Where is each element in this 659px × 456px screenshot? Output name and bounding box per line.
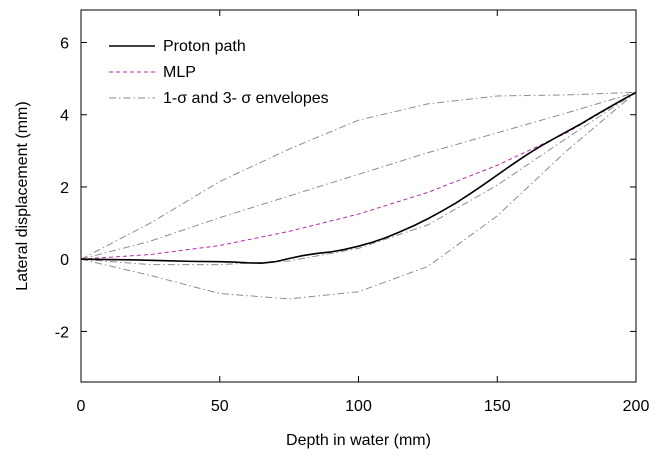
x-tick-label: 200 bbox=[623, 398, 650, 415]
y-tick-label: 2 bbox=[60, 180, 69, 197]
y-tick-label: 0 bbox=[60, 252, 69, 269]
series-layer bbox=[80, 91, 637, 300]
series-line-5 bbox=[80, 91, 637, 300]
x-tick-label: 0 bbox=[77, 398, 86, 415]
y-tick-label: -2 bbox=[55, 324, 69, 341]
axis-ticks: 0 50 100 150 200 -2 0 2 4 6 bbox=[55, 10, 650, 415]
series-line-0 bbox=[80, 91, 637, 264]
y-axis-title: Lateral displacement (mm) bbox=[14, 101, 31, 290]
legend-label: MLP bbox=[163, 64, 196, 81]
y-tick-label: 4 bbox=[60, 108, 69, 125]
series-line-4 bbox=[80, 91, 637, 266]
legend: Proton path MLP 1-σ and 3- σ envelopes bbox=[109, 38, 329, 107]
x-axis-title: Depth in water (mm) bbox=[286, 432, 431, 449]
legend-label: 1-σ and 3- σ envelopes bbox=[163, 90, 329, 107]
legend-label: Proton path bbox=[163, 38, 246, 55]
x-tick-label: 150 bbox=[484, 398, 511, 415]
series-line-2 bbox=[80, 91, 637, 260]
x-tick-label: 50 bbox=[211, 398, 229, 415]
y-tick-label: 6 bbox=[60, 36, 69, 53]
series-line-3 bbox=[80, 91, 637, 260]
x-tick-label: 100 bbox=[345, 398, 372, 415]
series-line-1 bbox=[80, 91, 637, 260]
